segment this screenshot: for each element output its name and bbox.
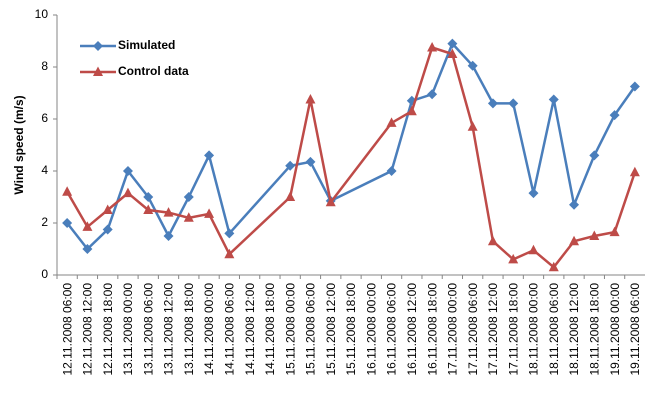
- marker: [62, 186, 73, 196]
- series-line: [390, 41, 636, 210]
- marker: [589, 150, 600, 161]
- marker: [102, 204, 113, 214]
- marker: [528, 188, 539, 199]
- marker: [548, 94, 559, 105]
- marker: [82, 244, 93, 254]
- marker: [487, 98, 498, 109]
- x-tick-label: 14.11.2008 12:00: [243, 283, 257, 376]
- marker: [467, 60, 478, 71]
- x-tick-label: 19.11.2008 06:00: [628, 283, 642, 376]
- x-tick-label: 17.11.2008 06:00: [466, 283, 480, 376]
- marker: [143, 192, 154, 202]
- x-tick-label: 15.11.2008 06:00: [304, 283, 318, 376]
- x-tick-label: 15.11.2008 12:00: [324, 283, 338, 376]
- x-tick-label: 14.11.2008 18:00: [263, 283, 277, 376]
- marker: [629, 81, 640, 92]
- x-tick-label: 18.11.2008 00:00: [527, 283, 541, 376]
- gap-bridge: [329, 122, 393, 203]
- x-tick-label: 17.11.2008 00:00: [446, 283, 460, 376]
- marker: [62, 218, 73, 228]
- marker: [122, 166, 133, 176]
- marker: [447, 38, 458, 49]
- x-tick-label: 16.11.2008 18:00: [425, 283, 439, 376]
- marker: [386, 117, 397, 127]
- y-tick-label: 10: [35, 7, 49, 21]
- marker: [224, 228, 235, 239]
- marker: [609, 110, 620, 121]
- x-tick-label: 14.11.2008 06:00: [223, 283, 237, 376]
- x-tick-label: 12.11.2008 06:00: [60, 283, 74, 376]
- x-tick-label: 18.11.2008 18:00: [587, 283, 601, 376]
- gap-bridge: [330, 169, 393, 203]
- x-tick-label: 17.11.2008 18:00: [506, 283, 520, 376]
- marker: [589, 230, 600, 240]
- marker: [427, 89, 438, 100]
- x-tick-label: 15.11.2008 18:00: [344, 283, 358, 376]
- marker: [569, 235, 580, 246]
- marker: [487, 235, 498, 246]
- marker: [508, 253, 519, 264]
- marker: [427, 42, 438, 52]
- x-tick-label: 13.11.2008 06:00: [141, 283, 155, 376]
- x-tick-label: 18.11.2008 12:00: [567, 283, 581, 376]
- marker: [163, 207, 174, 217]
- x-tick-label: 12.11.2008 18:00: [101, 283, 115, 376]
- legend-label: Control data: [118, 64, 189, 78]
- x-tick-label: 17.11.2008 12:00: [486, 283, 500, 376]
- marker: [467, 121, 478, 131]
- marker: [548, 261, 559, 272]
- marker: [447, 48, 458, 58]
- marker: [285, 160, 296, 171]
- marker: [93, 66, 103, 76]
- marker: [122, 187, 133, 198]
- marker: [528, 244, 539, 255]
- marker: [204, 208, 215, 218]
- marker: [609, 226, 620, 237]
- marker: [285, 191, 296, 201]
- legend-label: Simulated: [118, 38, 175, 52]
- marker: [143, 204, 154, 214]
- marker: [224, 248, 235, 259]
- gap-bridge: [228, 196, 292, 256]
- marker: [305, 94, 316, 104]
- x-tick-label: 14.11.2008 00:00: [202, 283, 216, 376]
- y-tick-label: 8: [41, 59, 48, 73]
- x-tick-label: 15.11.2008 00:00: [283, 283, 297, 376]
- marker: [163, 231, 174, 241]
- y-tick-label: 2: [41, 215, 48, 229]
- x-tick-label: 13.11.2008 00:00: [121, 283, 135, 376]
- y-tick-label: 4: [41, 163, 48, 177]
- series-line: [66, 151, 231, 251]
- marker: [183, 212, 194, 222]
- x-tick-label: 16.11.2008 12:00: [405, 283, 419, 376]
- marker: [629, 166, 640, 177]
- marker: [102, 224, 113, 235]
- y-tick-label: 0: [41, 267, 48, 281]
- x-tick-label: 13.11.2008 12:00: [162, 283, 176, 376]
- marker: [183, 192, 194, 202]
- x-tick-label: 13.11.2008 18:00: [182, 283, 196, 376]
- x-tick-label: 18.11.2008 06:00: [547, 283, 561, 376]
- gap-bridge: [228, 164, 292, 235]
- marker: [386, 166, 397, 176]
- y-tick-label: 6: [41, 111, 48, 125]
- x-tick-label: 16.11.2008 00:00: [364, 283, 378, 376]
- marker: [325, 196, 336, 207]
- marker: [305, 156, 316, 167]
- marker: [204, 150, 215, 161]
- marker: [93, 41, 103, 51]
- marker: [406, 105, 417, 116]
- y-axis-label: Wind speed (m/s): [12, 95, 26, 194]
- x-tick-label: 19.11.2008 00:00: [608, 283, 622, 376]
- x-tick-label: 12.11.2008 12:00: [81, 283, 95, 376]
- series-line: [390, 45, 637, 269]
- marker: [508, 98, 519, 109]
- marker: [82, 221, 93, 231]
- x-tick-label: 16.11.2008 06:00: [385, 283, 399, 376]
- marker: [569, 199, 580, 210]
